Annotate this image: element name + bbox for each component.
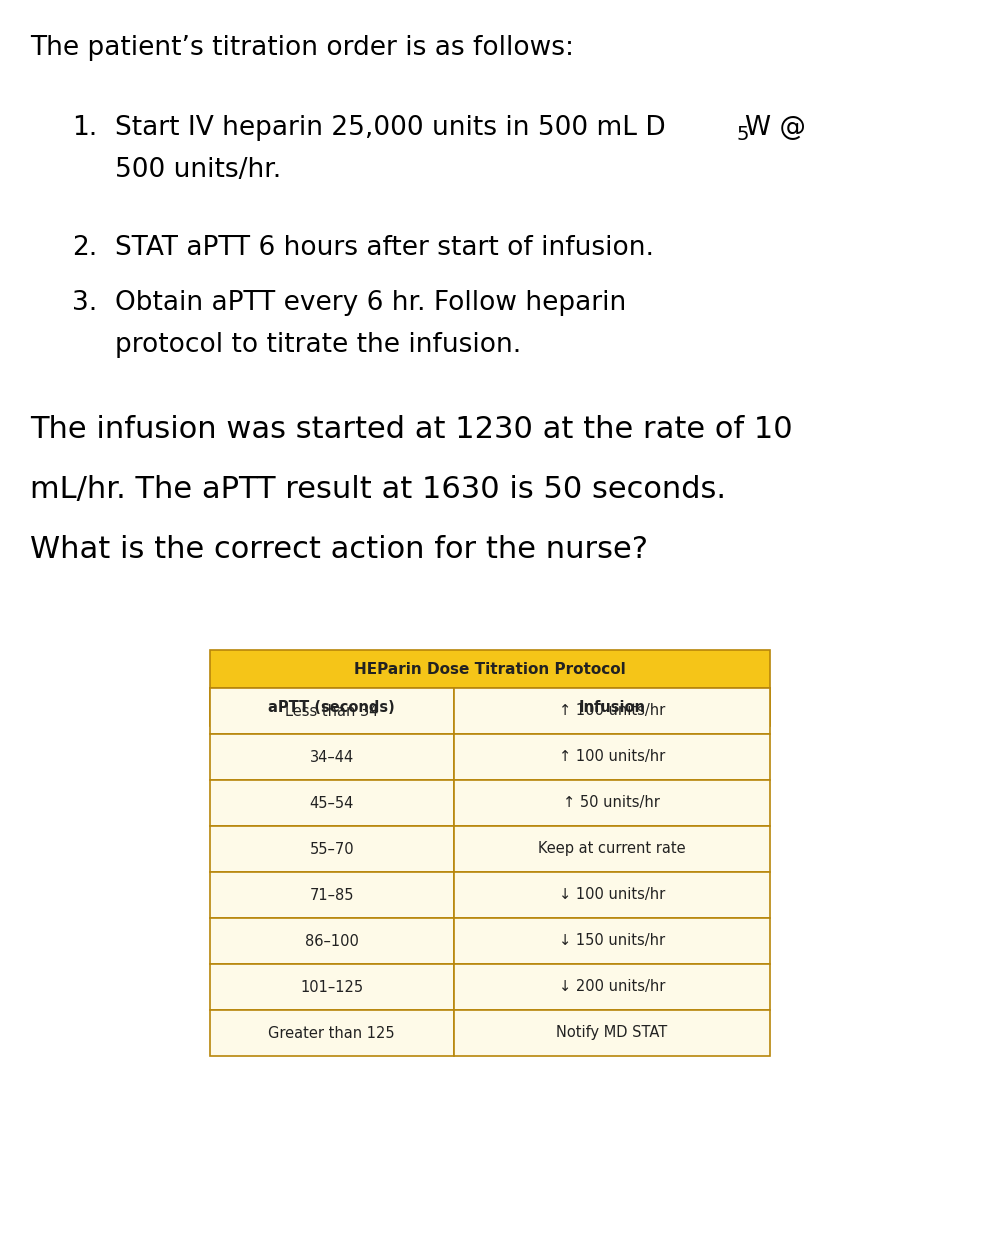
Text: ↓ 200 units/hr: ↓ 200 units/hr xyxy=(558,979,665,994)
Text: 45–54: 45–54 xyxy=(310,796,354,811)
Text: Obtain aPTT every 6 hr. Follow heparin: Obtain aPTT every 6 hr. Follow heparin xyxy=(115,290,626,316)
Text: 34–44: 34–44 xyxy=(310,749,354,764)
Bar xyxy=(210,1010,453,1055)
Text: Start IV heparin 25,000 units in 500 mL D: Start IV heparin 25,000 units in 500 mL … xyxy=(115,115,666,141)
Text: aPTT (seconds): aPTT (seconds) xyxy=(269,699,395,714)
Text: ↓ 150 units/hr: ↓ 150 units/hr xyxy=(559,934,665,949)
Text: mL/hr. The aPTT result at 1630 is 50 seconds.: mL/hr. The aPTT result at 1630 is 50 sec… xyxy=(30,474,726,505)
Bar xyxy=(210,688,453,734)
Text: protocol to titrate the infusion.: protocol to titrate the infusion. xyxy=(115,333,521,358)
Bar xyxy=(453,688,770,725)
Text: Infusion: Infusion xyxy=(579,699,645,714)
Text: 1.: 1. xyxy=(72,115,97,141)
Bar xyxy=(210,826,453,872)
Bar xyxy=(453,781,770,826)
Bar xyxy=(210,688,453,725)
Text: Keep at current rate: Keep at current rate xyxy=(538,842,686,856)
Text: Notify MD STAT: Notify MD STAT xyxy=(556,1025,667,1040)
Text: 101–125: 101–125 xyxy=(300,979,363,994)
Bar xyxy=(453,872,770,917)
Text: 3.: 3. xyxy=(72,290,97,316)
Text: 500 units/hr.: 500 units/hr. xyxy=(115,157,282,183)
Text: 86–100: 86–100 xyxy=(305,934,359,949)
Text: W @: W @ xyxy=(745,115,805,141)
Bar xyxy=(453,1010,770,1055)
Text: ↑ 50 units/hr: ↑ 50 units/hr xyxy=(563,796,660,811)
Text: The infusion was started at 1230 at the rate of 10: The infusion was started at 1230 at the … xyxy=(30,415,793,444)
Text: 5: 5 xyxy=(736,126,749,144)
Text: STAT aPTT 6 hours after start of infusion.: STAT aPTT 6 hours after start of infusio… xyxy=(115,235,654,261)
Bar xyxy=(453,917,770,964)
Bar xyxy=(453,688,770,734)
Bar xyxy=(453,734,770,781)
Text: 55–70: 55–70 xyxy=(309,842,354,856)
Bar xyxy=(210,917,453,964)
Bar xyxy=(453,826,770,872)
Text: Less than 34: Less than 34 xyxy=(285,704,379,719)
Text: What is the correct action for the nurse?: What is the correct action for the nurse… xyxy=(30,535,648,563)
Bar xyxy=(453,964,770,1010)
Bar xyxy=(210,734,453,781)
Text: 2.: 2. xyxy=(72,235,97,261)
Text: ↑ 100 units/hr: ↑ 100 units/hr xyxy=(558,749,665,764)
Text: ↑ 100 units/hr: ↑ 100 units/hr xyxy=(558,704,665,719)
Text: Greater than 125: Greater than 125 xyxy=(269,1025,395,1040)
Text: 71–85: 71–85 xyxy=(310,887,354,902)
Bar xyxy=(210,650,770,688)
Bar xyxy=(210,872,453,917)
Text: The patient’s titration order is as follows:: The patient’s titration order is as foll… xyxy=(30,35,574,61)
Text: ↓ 100 units/hr: ↓ 100 units/hr xyxy=(558,887,665,902)
Bar xyxy=(210,964,453,1010)
Text: HEParin Dose Titration Protocol: HEParin Dose Titration Protocol xyxy=(354,661,626,676)
Bar xyxy=(210,781,453,826)
